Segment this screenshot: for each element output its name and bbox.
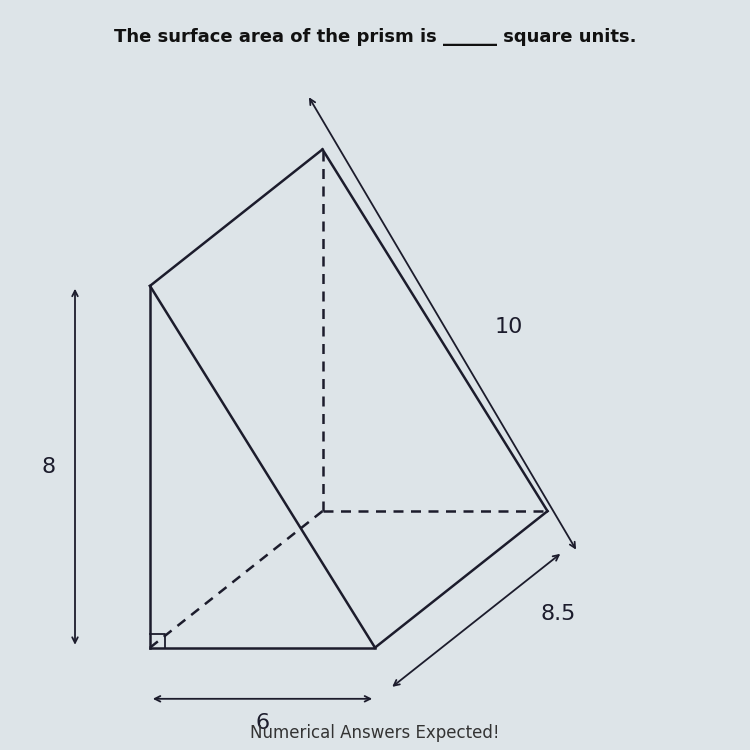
Text: 8.5: 8.5 (540, 604, 575, 623)
Text: 10: 10 (495, 316, 524, 337)
Text: 6: 6 (256, 712, 269, 733)
Text: 8: 8 (42, 457, 56, 477)
Text: The surface area of the prism is ______ square units.: The surface area of the prism is ______ … (114, 28, 636, 46)
Text: Numerical Answers Expected!: Numerical Answers Expected! (251, 724, 500, 742)
